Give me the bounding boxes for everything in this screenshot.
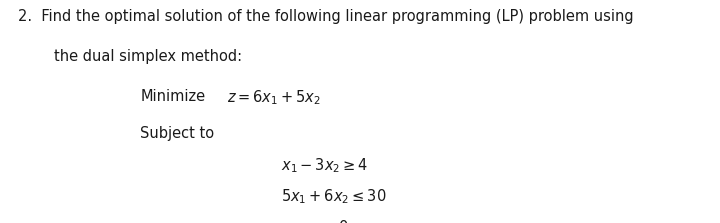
Text: $z = 6x_1 + 5x_2$: $z = 6x_1 + 5x_2$: [227, 88, 320, 107]
Text: $x_1 - 3x_2 \geq 4$: $x_1 - 3x_2 \geq 4$: [281, 156, 368, 175]
Text: the dual simplex method:: the dual simplex method:: [54, 49, 242, 64]
Text: Minimize: Minimize: [140, 89, 205, 104]
Text: 2.  Find the optimal solution of the following linear programming (LP) problem u: 2. Find the optimal solution of the foll…: [18, 9, 634, 24]
Text: $5x_1 + 6x_2 \leq 30$: $5x_1 + 6x_2 \leq 30$: [281, 187, 386, 206]
Text: Subject to: Subject to: [140, 126, 215, 141]
Text: $x_1, x_2 \geq 0$: $x_1, x_2 \geq 0$: [281, 219, 348, 223]
